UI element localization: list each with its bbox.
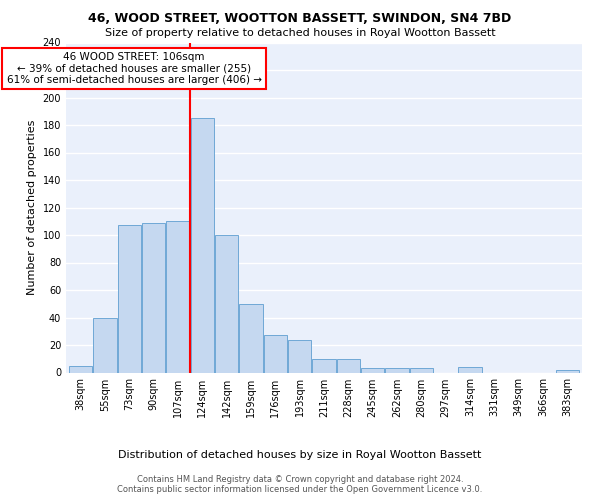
- Bar: [239, 304, 263, 372]
- Text: Distribution of detached houses by size in Royal Wootton Bassett: Distribution of detached houses by size …: [118, 450, 482, 460]
- Bar: [191, 118, 214, 372]
- Bar: [264, 336, 287, 372]
- Text: 46, WOOD STREET, WOOTTON BASSETT, SWINDON, SN4 7BD: 46, WOOD STREET, WOOTTON BASSETT, SWINDO…: [88, 12, 512, 26]
- Text: Size of property relative to detached houses in Royal Wootton Bassett: Size of property relative to detached ho…: [104, 28, 496, 38]
- Bar: [337, 359, 360, 372]
- Bar: [118, 226, 141, 372]
- Y-axis label: Number of detached properties: Number of detached properties: [27, 120, 37, 295]
- Text: Contains public sector information licensed under the Open Government Licence v3: Contains public sector information licen…: [118, 485, 482, 494]
- Text: Contains HM Land Registry data © Crown copyright and database right 2024.: Contains HM Land Registry data © Crown c…: [137, 475, 463, 484]
- Text: 46 WOOD STREET: 106sqm
← 39% of detached houses are smaller (255)
61% of semi-de: 46 WOOD STREET: 106sqm ← 39% of detached…: [7, 52, 262, 86]
- Bar: [556, 370, 579, 372]
- Bar: [215, 235, 238, 372]
- Bar: [458, 367, 482, 372]
- Bar: [94, 318, 116, 372]
- Bar: [166, 221, 190, 372]
- Bar: [410, 368, 433, 372]
- Bar: [69, 366, 92, 372]
- Bar: [313, 359, 335, 372]
- Bar: [385, 368, 409, 372]
- Bar: [288, 340, 311, 372]
- Bar: [361, 368, 384, 372]
- Bar: [142, 222, 165, 372]
